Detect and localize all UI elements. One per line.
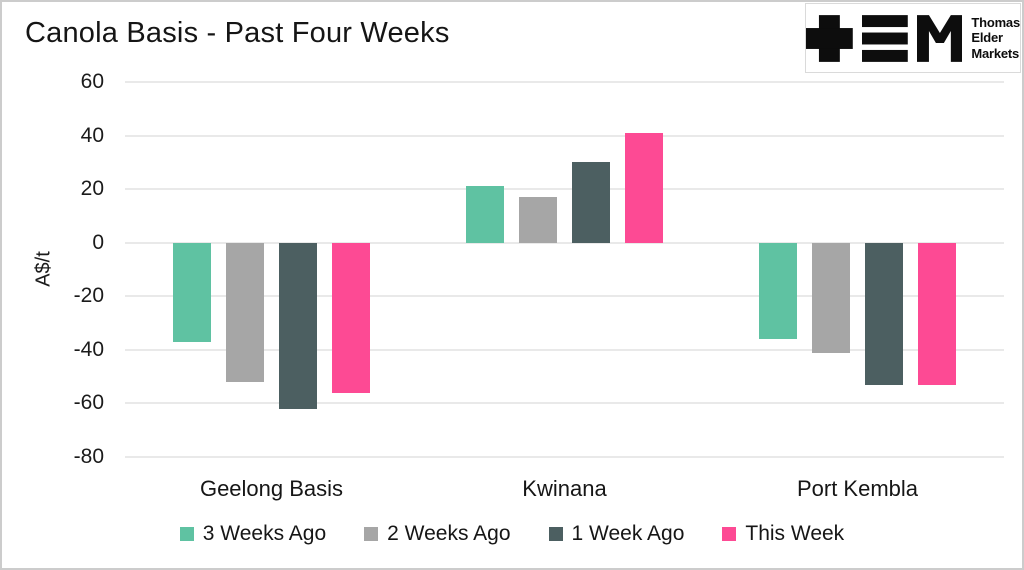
x-axis-category-label: Geelong Basis	[199, 476, 344, 501]
legend-label: 3 Weeks Ago	[202, 522, 327, 545]
y-tick-label: 0	[92, 230, 104, 254]
bar	[332, 242, 370, 393]
legend-item: 2 Weeks Ago	[364, 522, 511, 546]
bar	[572, 162, 610, 243]
gridline	[125, 188, 1004, 191]
x-axis-category-label: Port Kembla	[796, 476, 919, 501]
bar	[759, 242, 797, 340]
gridline	[125, 295, 1004, 298]
chart-legend: 3 Weeks Ago 2 Weeks Ago 1 Week Ago This Wee…	[2, 522, 1022, 546]
bar	[173, 242, 211, 342]
tem-logo: Thomas Elder Markets	[805, 3, 1021, 73]
y-tick-label: -80	[73, 445, 104, 468]
bar	[279, 242, 317, 409]
y-tick-label: -20	[73, 284, 104, 308]
legend-label: 1 Week Ago	[571, 522, 685, 545]
bar	[519, 197, 557, 243]
legend-swatch	[722, 527, 737, 541]
gridline	[125, 81, 1004, 83]
gridline	[125, 348, 1004, 351]
gridline	[125, 134, 1004, 137]
triple-bar-icon	[861, 14, 908, 62]
gridline	[125, 241, 1004, 244]
bar	[812, 242, 850, 353]
logo-line-3: Markets	[971, 45, 1020, 61]
legend-swatch	[548, 527, 563, 541]
y-tick-label: -60	[73, 391, 104, 415]
plus-icon	[806, 14, 853, 62]
legend-item: This Week	[722, 522, 844, 546]
legend-item: 3 Weeks Ago	[179, 522, 327, 546]
y-axis-title: A$/t	[32, 251, 55, 287]
bar	[865, 242, 903, 385]
logo-wordmark: Thomas Elder Markets	[971, 15, 1020, 62]
x-axis-category-label: Kwinana	[522, 476, 607, 501]
logo-line-2: Elder	[971, 30, 1003, 46]
gridline	[125, 402, 1004, 405]
m-icon	[916, 14, 963, 62]
chart-title: Canola Basis - Past Four Weeks	[25, 17, 450, 49]
legend-swatch	[364, 527, 379, 541]
y-tick-label: 20	[80, 177, 104, 201]
y-tick-label: -40	[73, 337, 104, 361]
y-tick-label: 40	[80, 123, 104, 147]
legend-label: 2 Weeks Ago	[387, 522, 511, 545]
bar	[625, 132, 663, 243]
legend-swatch	[179, 527, 194, 541]
bar	[466, 186, 504, 243]
gridline	[125, 456, 1004, 458]
bar	[918, 242, 956, 385]
bar	[226, 242, 264, 382]
legend-item: 1 Week Ago	[548, 522, 685, 546]
y-tick-label: 60	[80, 70, 104, 93]
legend-label: This Week	[745, 522, 845, 545]
logo-line-1: Thomas	[971, 14, 1020, 30]
